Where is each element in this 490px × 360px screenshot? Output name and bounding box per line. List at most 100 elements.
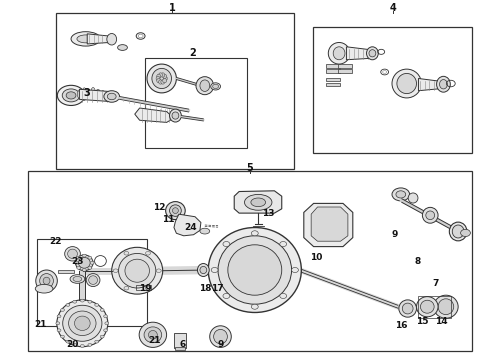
Text: 14: 14 [435, 317, 447, 325]
Polygon shape [311, 207, 348, 241]
Ellipse shape [148, 330, 157, 339]
Text: 2: 2 [189, 48, 196, 58]
Ellipse shape [437, 76, 450, 92]
Text: 11: 11 [162, 215, 175, 224]
Ellipse shape [166, 202, 185, 220]
Ellipse shape [420, 300, 434, 313]
Ellipse shape [210, 326, 231, 347]
Bar [338, 64, 352, 68]
Bar [326, 69, 340, 73]
Ellipse shape [147, 64, 176, 93]
Ellipse shape [56, 322, 60, 325]
Ellipse shape [213, 84, 219, 89]
Ellipse shape [208, 228, 301, 312]
Ellipse shape [88, 300, 92, 303]
Bar [326, 83, 340, 86]
Ellipse shape [251, 304, 258, 309]
Ellipse shape [452, 225, 464, 238]
Ellipse shape [66, 303, 70, 306]
Ellipse shape [144, 327, 162, 343]
Ellipse shape [369, 50, 376, 57]
Ellipse shape [124, 286, 129, 290]
Ellipse shape [223, 242, 230, 247]
Text: 18: 18 [198, 284, 211, 293]
Ellipse shape [61, 309, 65, 311]
Ellipse shape [96, 89, 100, 98]
Ellipse shape [164, 76, 168, 81]
Ellipse shape [156, 76, 160, 81]
Ellipse shape [70, 275, 85, 283]
Ellipse shape [426, 211, 435, 220]
Ellipse shape [68, 249, 77, 258]
Bar [326, 64, 340, 68]
Ellipse shape [214, 329, 227, 344]
Ellipse shape [36, 270, 57, 292]
Ellipse shape [172, 112, 179, 119]
Polygon shape [418, 78, 441, 91]
Ellipse shape [57, 85, 85, 105]
Ellipse shape [61, 335, 65, 338]
Ellipse shape [78, 257, 90, 268]
Ellipse shape [251, 231, 258, 236]
Ellipse shape [200, 228, 210, 234]
Ellipse shape [57, 329, 61, 332]
Ellipse shape [105, 322, 109, 325]
Ellipse shape [399, 300, 416, 317]
Bar [145, 58, 247, 148]
Ellipse shape [77, 35, 95, 43]
Ellipse shape [152, 68, 172, 89]
Text: 16: 16 [394, 321, 407, 330]
Ellipse shape [86, 90, 91, 98]
Text: 9: 9 [217, 341, 224, 349]
Text: 6: 6 [180, 341, 186, 349]
Ellipse shape [73, 300, 77, 303]
Ellipse shape [161, 80, 165, 84]
Bar [56, 13, 294, 169]
Ellipse shape [91, 87, 96, 100]
Ellipse shape [124, 252, 129, 255]
Ellipse shape [100, 335, 104, 338]
Ellipse shape [35, 284, 53, 293]
Ellipse shape [107, 33, 117, 45]
Text: 21: 21 [34, 320, 47, 329]
Bar [28, 171, 472, 351]
Text: 15: 15 [416, 317, 429, 325]
Text: 12: 12 [153, 202, 166, 212]
Text: 9: 9 [391, 230, 398, 239]
Ellipse shape [125, 259, 149, 282]
Ellipse shape [40, 274, 53, 288]
Ellipse shape [104, 91, 120, 102]
Ellipse shape [88, 343, 92, 346]
Ellipse shape [77, 266, 81, 269]
Ellipse shape [73, 276, 82, 282]
Ellipse shape [77, 256, 81, 259]
Ellipse shape [65, 247, 80, 261]
Ellipse shape [73, 343, 77, 346]
Text: 8: 8 [415, 256, 420, 266]
Text: 7: 7 [432, 279, 439, 288]
Ellipse shape [333, 47, 345, 60]
Text: 21: 21 [148, 336, 161, 345]
Ellipse shape [139, 322, 167, 347]
Polygon shape [346, 47, 370, 60]
Ellipse shape [280, 293, 287, 298]
Text: 23: 23 [71, 256, 84, 266]
Text: 22: 22 [49, 237, 62, 246]
Ellipse shape [159, 73, 163, 77]
Ellipse shape [367, 47, 378, 60]
Ellipse shape [57, 315, 61, 318]
Ellipse shape [146, 252, 150, 255]
Polygon shape [304, 203, 353, 247]
Ellipse shape [89, 276, 98, 284]
Ellipse shape [74, 316, 90, 330]
Ellipse shape [156, 269, 161, 273]
Ellipse shape [416, 297, 438, 317]
Ellipse shape [90, 261, 94, 264]
Ellipse shape [161, 73, 165, 77]
Ellipse shape [86, 274, 100, 287]
Ellipse shape [80, 345, 84, 347]
Ellipse shape [170, 109, 181, 122]
Ellipse shape [74, 261, 78, 264]
Bar [174, 333, 186, 348]
Ellipse shape [211, 267, 218, 273]
